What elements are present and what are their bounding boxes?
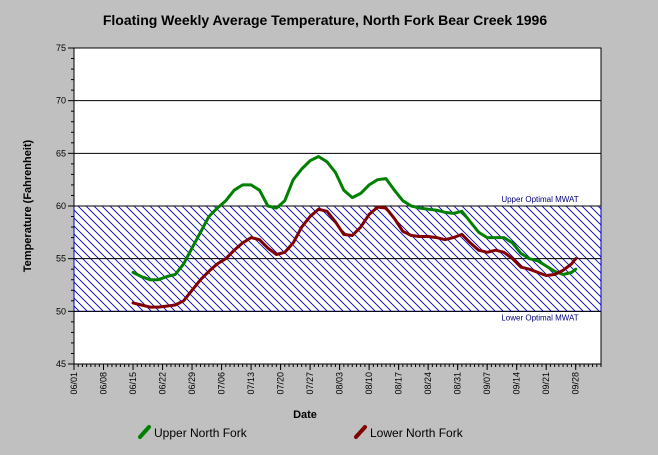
x-tick-label: 08/17 bbox=[394, 372, 404, 395]
x-tick-label: 06/29 bbox=[187, 372, 197, 395]
y-axis-title: Temperature (Fahrenheit) bbox=[22, 139, 34, 272]
legend-swatch bbox=[138, 425, 151, 439]
x-tick-label: 08/03 bbox=[335, 372, 345, 395]
x-tick-label: 07/20 bbox=[276, 372, 286, 395]
x-tick-label: 09/14 bbox=[512, 372, 522, 395]
x-tick-label: 08/24 bbox=[423, 372, 433, 395]
x-tick-label: 08/31 bbox=[453, 372, 463, 395]
x-tick-label: 09/07 bbox=[482, 372, 492, 395]
legend: Upper North Fork Lower North Fork bbox=[138, 425, 464, 440]
y-tick-label: 50 bbox=[56, 306, 66, 316]
y-tick-label: 60 bbox=[56, 201, 66, 211]
lower-optimal-label: Lower Optimal MWAT bbox=[501, 313, 578, 322]
x-tick-label: 09/21 bbox=[541, 372, 551, 395]
x-tick-label: 06/01 bbox=[69, 372, 79, 395]
y-tick-label: 45 bbox=[56, 359, 66, 369]
x-tick-label: 07/27 bbox=[305, 372, 315, 395]
chart-title: Floating Weekly Average Temperature, Nor… bbox=[103, 12, 547, 28]
series-line-upper-north-fork bbox=[131, 155, 578, 282]
y-tick-label: 65 bbox=[56, 148, 66, 158]
y-tick-label: 55 bbox=[56, 254, 66, 264]
y-tick-label: 75 bbox=[56, 43, 66, 53]
x-tick-label: 07/13 bbox=[246, 372, 256, 395]
x-tick-label: 06/22 bbox=[158, 372, 168, 395]
legend-label: Upper North Fork bbox=[154, 426, 248, 440]
legend-swatch bbox=[354, 425, 367, 439]
x-tick-label: 09/28 bbox=[571, 372, 581, 395]
series-line-lower-north-fork bbox=[131, 205, 578, 309]
legend-label: Lower North Fork bbox=[370, 426, 464, 440]
x-tick-label: 07/06 bbox=[217, 372, 227, 395]
x-tick-label: 06/08 bbox=[99, 372, 109, 395]
x-tick-label: 06/15 bbox=[128, 372, 138, 395]
x-tick-label: 08/10 bbox=[364, 372, 374, 395]
y-tick-label: 70 bbox=[56, 96, 66, 106]
x-axis-title: Date bbox=[293, 409, 317, 421]
upper-optimal-label: Upper Optimal MWAT bbox=[501, 195, 578, 204]
